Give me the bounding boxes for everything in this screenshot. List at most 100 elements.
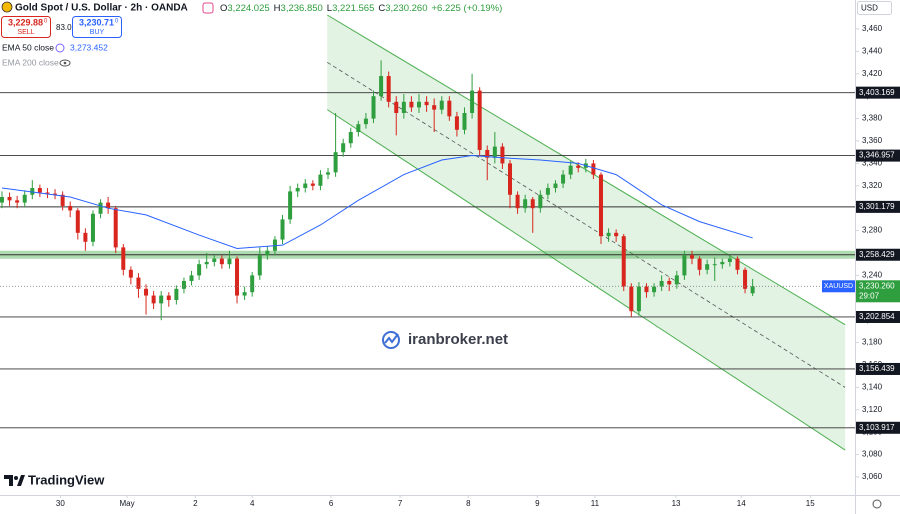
plot-area: XAUUSD [0, 14, 855, 451]
sell-price: 3,229.88 [8, 17, 43, 27]
candle-body [727, 258, 732, 262]
candle-body [568, 165, 573, 175]
candle-body [644, 286, 649, 293]
candle-body [341, 143, 346, 153]
candle-body [591, 163, 596, 175]
y-tick-label: 3,340 [862, 159, 883, 168]
candle-body [576, 165, 581, 168]
buy-price-sup: 0 [115, 19, 119, 25]
candle-body [371, 96, 376, 119]
candle-body [386, 76, 391, 102]
candle-body [250, 275, 255, 293]
candle-body [235, 258, 240, 296]
candle-body [272, 239, 277, 251]
ema-line [1, 155, 753, 250]
candle-body [212, 258, 217, 262]
candle-body [363, 118, 368, 125]
candle-body [500, 146, 505, 164]
candle-body [598, 174, 603, 237]
candle-body [629, 286, 634, 312]
candle-body [439, 100, 444, 110]
flag-icon[interactable] [202, 2, 214, 14]
y-tick-label: 3,240 [862, 270, 883, 279]
y-tick-label: 3,080 [862, 450, 883, 459]
candle-body [417, 101, 422, 108]
candle-body [136, 277, 141, 289]
level-label: 3,202.854 [859, 312, 895, 321]
buy-price: 3,230.71 [79, 17, 114, 27]
symbol-tag: XAUUSD [824, 283, 853, 290]
candle-body [614, 232, 619, 237]
candle-body [159, 295, 164, 304]
candle-body [219, 258, 224, 265]
y-tick-label: 3,380 [862, 114, 883, 123]
buy-button[interactable] [72, 16, 122, 38]
candle-body [15, 200, 20, 203]
candle-body [113, 208, 118, 248]
candle-body [492, 146, 497, 158]
candle-body [30, 188, 35, 195]
candle-body [409, 101, 414, 108]
x-tick-label: 15 [806, 499, 815, 508]
x-tick-label: 8 [466, 499, 471, 508]
candle-body [189, 275, 194, 281]
watermark: iranbroker.net [408, 331, 508, 348]
sell-button[interactable] [1, 16, 51, 38]
settings-icon[interactable] [872, 499, 882, 509]
x-tick-label: 7 [398, 499, 403, 508]
ohlc-key: C [378, 3, 385, 14]
level-label-box [856, 310, 900, 323]
last-price-box [856, 280, 900, 303]
candle-body [166, 295, 171, 301]
level-label: 3,301.179 [859, 202, 895, 211]
level-label-box [856, 149, 900, 162]
currency: USD [861, 4, 878, 13]
eye-icon[interactable] [59, 59, 71, 67]
candle-body [90, 213, 95, 242]
candle-body [424, 101, 429, 106]
candle-body [280, 219, 285, 240]
candle-body [68, 205, 73, 211]
candle-body [181, 280, 186, 289]
level-label: 3,258.429 [859, 250, 895, 259]
currency-box[interactable] [857, 1, 892, 15]
candle-body [265, 250, 270, 256]
candle-body [523, 199, 528, 209]
candle-body [227, 258, 232, 265]
candle-body [432, 105, 437, 110]
candle-body [98, 202, 103, 214]
y-tick-label: 3,180 [862, 338, 883, 347]
candle-body [485, 149, 490, 158]
candle-body [553, 183, 558, 189]
candle-body [303, 183, 308, 189]
candle-body [659, 280, 664, 287]
candle-body [682, 255, 687, 276]
candle-body [379, 76, 384, 97]
ohlc-value: 3,230.260 [385, 3, 427, 14]
x-tick-label: 13 [672, 499, 681, 508]
candle-body [144, 288, 149, 296]
candle-body [735, 258, 740, 270]
axes: 3,0603,0803,1003,1203,1403,1603,1803,200… [56, 24, 900, 508]
symbol-tag-box [822, 280, 855, 293]
candle-body [356, 124, 361, 133]
spread: 83.0 [56, 23, 72, 32]
candle-body [333, 152, 338, 173]
candle-body [515, 194, 520, 209]
y-tick-label: 3,460 [862, 24, 883, 33]
candle-body [477, 90, 482, 150]
sell-price-sup: 0 [44, 19, 48, 25]
brand-logo [4, 475, 25, 486]
ohlc-key: O [220, 3, 227, 14]
candle-body [151, 295, 156, 304]
y-tick-label: 3,280 [862, 226, 883, 235]
level-label-box [856, 248, 900, 261]
level-label: 3,346.957 [859, 151, 895, 160]
ema-settings-icon[interactable] [55, 43, 65, 53]
candle-body [106, 202, 111, 209]
x-tick-label: 9 [535, 499, 540, 508]
candle-body [7, 196, 12, 201]
candle-body [348, 132, 353, 144]
y-tick-label: 3,120 [862, 405, 883, 414]
